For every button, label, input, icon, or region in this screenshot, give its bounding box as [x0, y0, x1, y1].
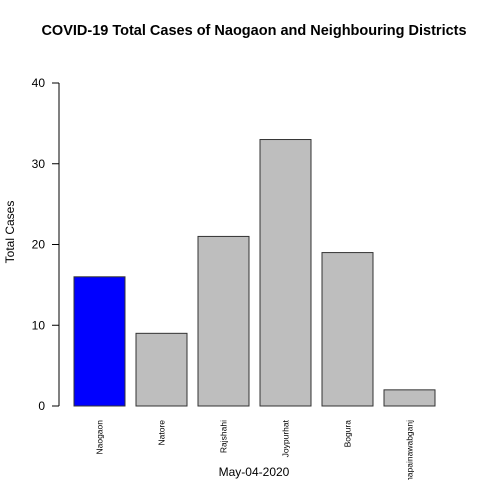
y-tick-label: 30 — [32, 157, 46, 171]
bar-bogura — [321, 252, 374, 407]
x-tick-label: Rajshahi — [219, 420, 229, 453]
bar-rajshahi — [197, 235, 250, 407]
y-tick-label: 40 — [32, 76, 46, 90]
x-tick-label: Natore — [157, 420, 167, 446]
bar-natore — [135, 332, 188, 407]
bar-chapainawabganj — [383, 389, 436, 407]
x-tick-label: Naogaon — [95, 420, 105, 455]
y-axis: 0 10 20 30 40 — [32, 76, 60, 413]
bar-naogaon — [73, 276, 126, 407]
bar-joypurhat — [259, 139, 312, 407]
y-tick-label: 10 — [32, 318, 46, 332]
x-axis-label: May-04-2020 — [219, 465, 290, 479]
y-axis-label: Total Cases — [3, 201, 17, 264]
chart-title: COVID-19 Total Cases of Naogaon and Neig… — [41, 23, 466, 39]
x-tick-label: Joypurhat — [281, 419, 291, 457]
x-tick-labels: Naogaon Natore Rajshahi Joypurhat Bogura Chap… — [95, 419, 415, 480]
x-tick-label: Chapainawabganj — [405, 420, 415, 480]
bars — [73, 139, 436, 407]
y-tick-label: 20 — [32, 238, 46, 252]
x-tick-label: Bogura — [343, 420, 353, 448]
y-tick-label: 0 — [38, 399, 45, 413]
